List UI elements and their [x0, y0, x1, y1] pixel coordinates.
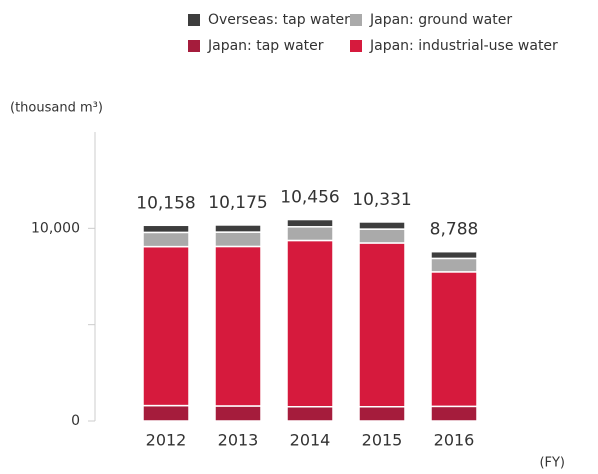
- total-label: 8,788: [430, 220, 479, 240]
- legend-label: Japan: ground water: [369, 12, 512, 28]
- y-axis-label: (thousand m³): [10, 101, 103, 116]
- legend-label: Japan: tap water: [207, 38, 324, 54]
- total-label: 10,456: [280, 188, 339, 208]
- bar-segment: [142, 224, 190, 234]
- bar-segment: [430, 257, 478, 273]
- bar-segment: [358, 228, 406, 244]
- legend-swatch: [188, 14, 200, 26]
- bar-segment: [358, 242, 406, 408]
- x-tick-label: 2016: [434, 431, 475, 450]
- bar-segment: [214, 231, 262, 248]
- total-label: 10,331: [352, 190, 411, 210]
- bar-segment: [214, 245, 262, 407]
- bar-segment: [142, 404, 190, 422]
- legend-label: Overseas: tap water: [208, 12, 350, 28]
- total-label: 10,175: [208, 193, 267, 213]
- x-axis-label: (FY): [539, 456, 565, 471]
- bar-segment: [358, 221, 406, 230]
- y-tick-label: 10,000: [31, 220, 80, 236]
- legend-swatch: [188, 40, 200, 52]
- bar-segment: [142, 231, 190, 248]
- x-tick-label: 2015: [362, 431, 403, 450]
- legend-swatch: [350, 40, 362, 52]
- bar-segment: [286, 405, 334, 422]
- legend-swatch: [350, 14, 362, 26]
- bar-segment: [142, 245, 190, 407]
- bar-segment: [430, 405, 478, 422]
- y-tick-label: 0: [71, 413, 80, 429]
- bar-segment: [430, 250, 478, 260]
- legend-label: Japan: industrial-use water: [369, 38, 558, 54]
- bar-segment: [214, 224, 262, 233]
- bar-segment: [358, 405, 406, 422]
- x-tick-label: 2014: [290, 431, 331, 450]
- bar-segment: [286, 226, 334, 242]
- bar-segment: [286, 218, 334, 228]
- x-tick-label: 2013: [218, 431, 259, 450]
- bar-segment: [286, 239, 334, 408]
- total-label: 10,158: [136, 193, 195, 213]
- bar-segment: [430, 271, 478, 408]
- x-tick-label: 2012: [146, 431, 187, 450]
- bar-segment: [214, 405, 262, 422]
